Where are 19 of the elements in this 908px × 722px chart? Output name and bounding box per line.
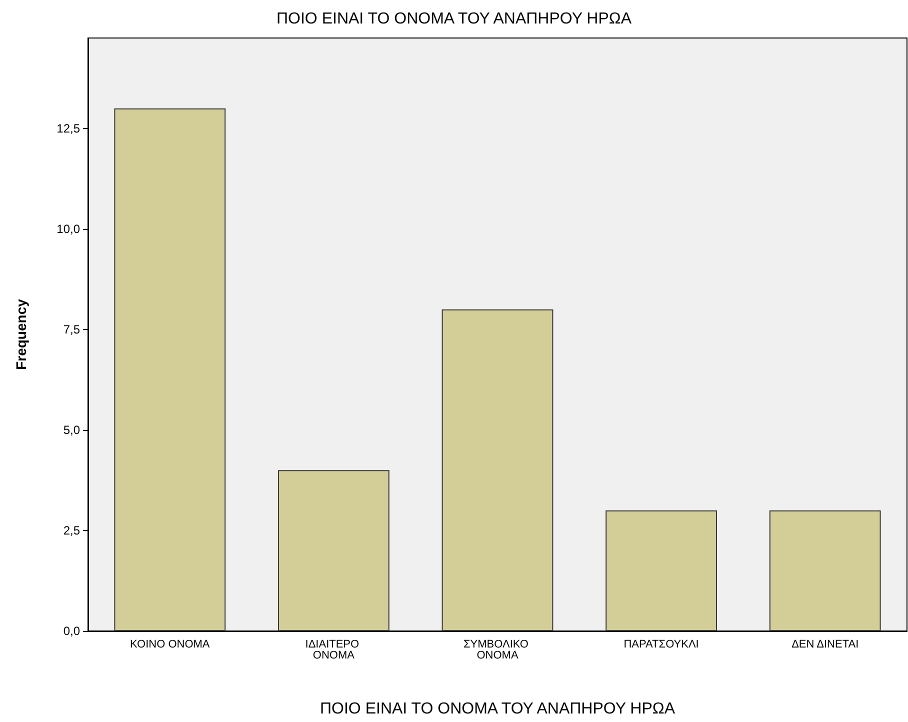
y-tick-label: 12,5 (56, 121, 80, 136)
x-axis-title: ΠΟΙΟ ΕΙΝΑΙ ΤΟ ΟΝΟΜΑ ΤΟΥ ΑΝΑΠΗΡΟΥ ΗΡΩΑ (320, 700, 676, 718)
bar (606, 510, 717, 631)
x-tick-label: ΙΔΙΑΙΤΕΡΟ ΟΝΟΜΑ (305, 638, 362, 662)
y-axis-title: Frequency (13, 298, 29, 370)
x-tick-label: ΔΕΝ ΔΙΝΕΤΑΙ (792, 638, 859, 650)
y-tick-label: 7,5 (63, 322, 80, 336)
bar (769, 510, 881, 631)
y-tick-label: 5,0 (63, 422, 80, 437)
y-tick-label: 0,0 (63, 624, 80, 638)
bar (114, 108, 226, 631)
y-tick-label: 10,0 (56, 222, 80, 236)
y-tick-label: 2,5 (63, 523, 80, 538)
bar (278, 470, 390, 631)
x-tick-label: ΠΑΡΑΤΣΟΥΚΛΙ (624, 638, 699, 650)
chart-title: ΠΟΙΟ ΕΙΝΑΙ ΤΟ ΟΝΟΜΑ ΤΟΥ ΑΝΑΠΗΡΟΥ ΗΡΩΑ (276, 10, 632, 28)
x-tick-label: ΣΥΜΒΟΛΙΚΟ ΟΝΟΜΑ (463, 638, 532, 662)
x-tick-label: ΚΟΙΝΟ ΟΝΟΜΑ (130, 638, 210, 650)
bar (442, 309, 554, 631)
